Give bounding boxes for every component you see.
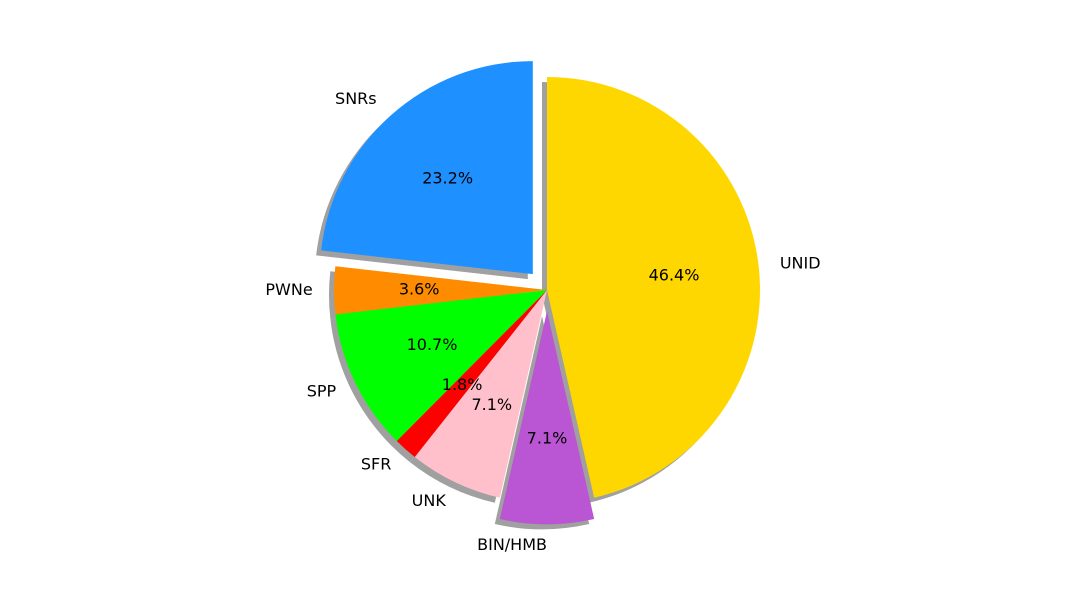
value-label: 10.7% bbox=[407, 335, 458, 354]
slice-label: SNRs bbox=[335, 89, 377, 108]
value-label: 46.4% bbox=[649, 265, 700, 284]
slice-label: SPP bbox=[307, 382, 337, 401]
slice bbox=[334, 266, 547, 315]
slice-label: BIN/HMB bbox=[477, 535, 547, 554]
value-label: 7.1% bbox=[471, 395, 512, 414]
slice bbox=[321, 61, 533, 275]
slice-label: UNID bbox=[780, 253, 821, 272]
value-label: 7.1% bbox=[527, 429, 568, 448]
value-label: 1.8% bbox=[442, 375, 483, 394]
slice bbox=[547, 77, 760, 498]
slice-label: UNK bbox=[412, 491, 447, 510]
slice-label: PWNe bbox=[265, 280, 312, 299]
value-label: 23.2% bbox=[422, 168, 473, 187]
value-label: 3.6% bbox=[399, 280, 440, 299]
slice bbox=[499, 311, 595, 525]
slice-label: SFR bbox=[361, 455, 391, 474]
slice bbox=[396, 290, 547, 457]
slice bbox=[414, 290, 547, 498]
slice bbox=[335, 290, 547, 441]
